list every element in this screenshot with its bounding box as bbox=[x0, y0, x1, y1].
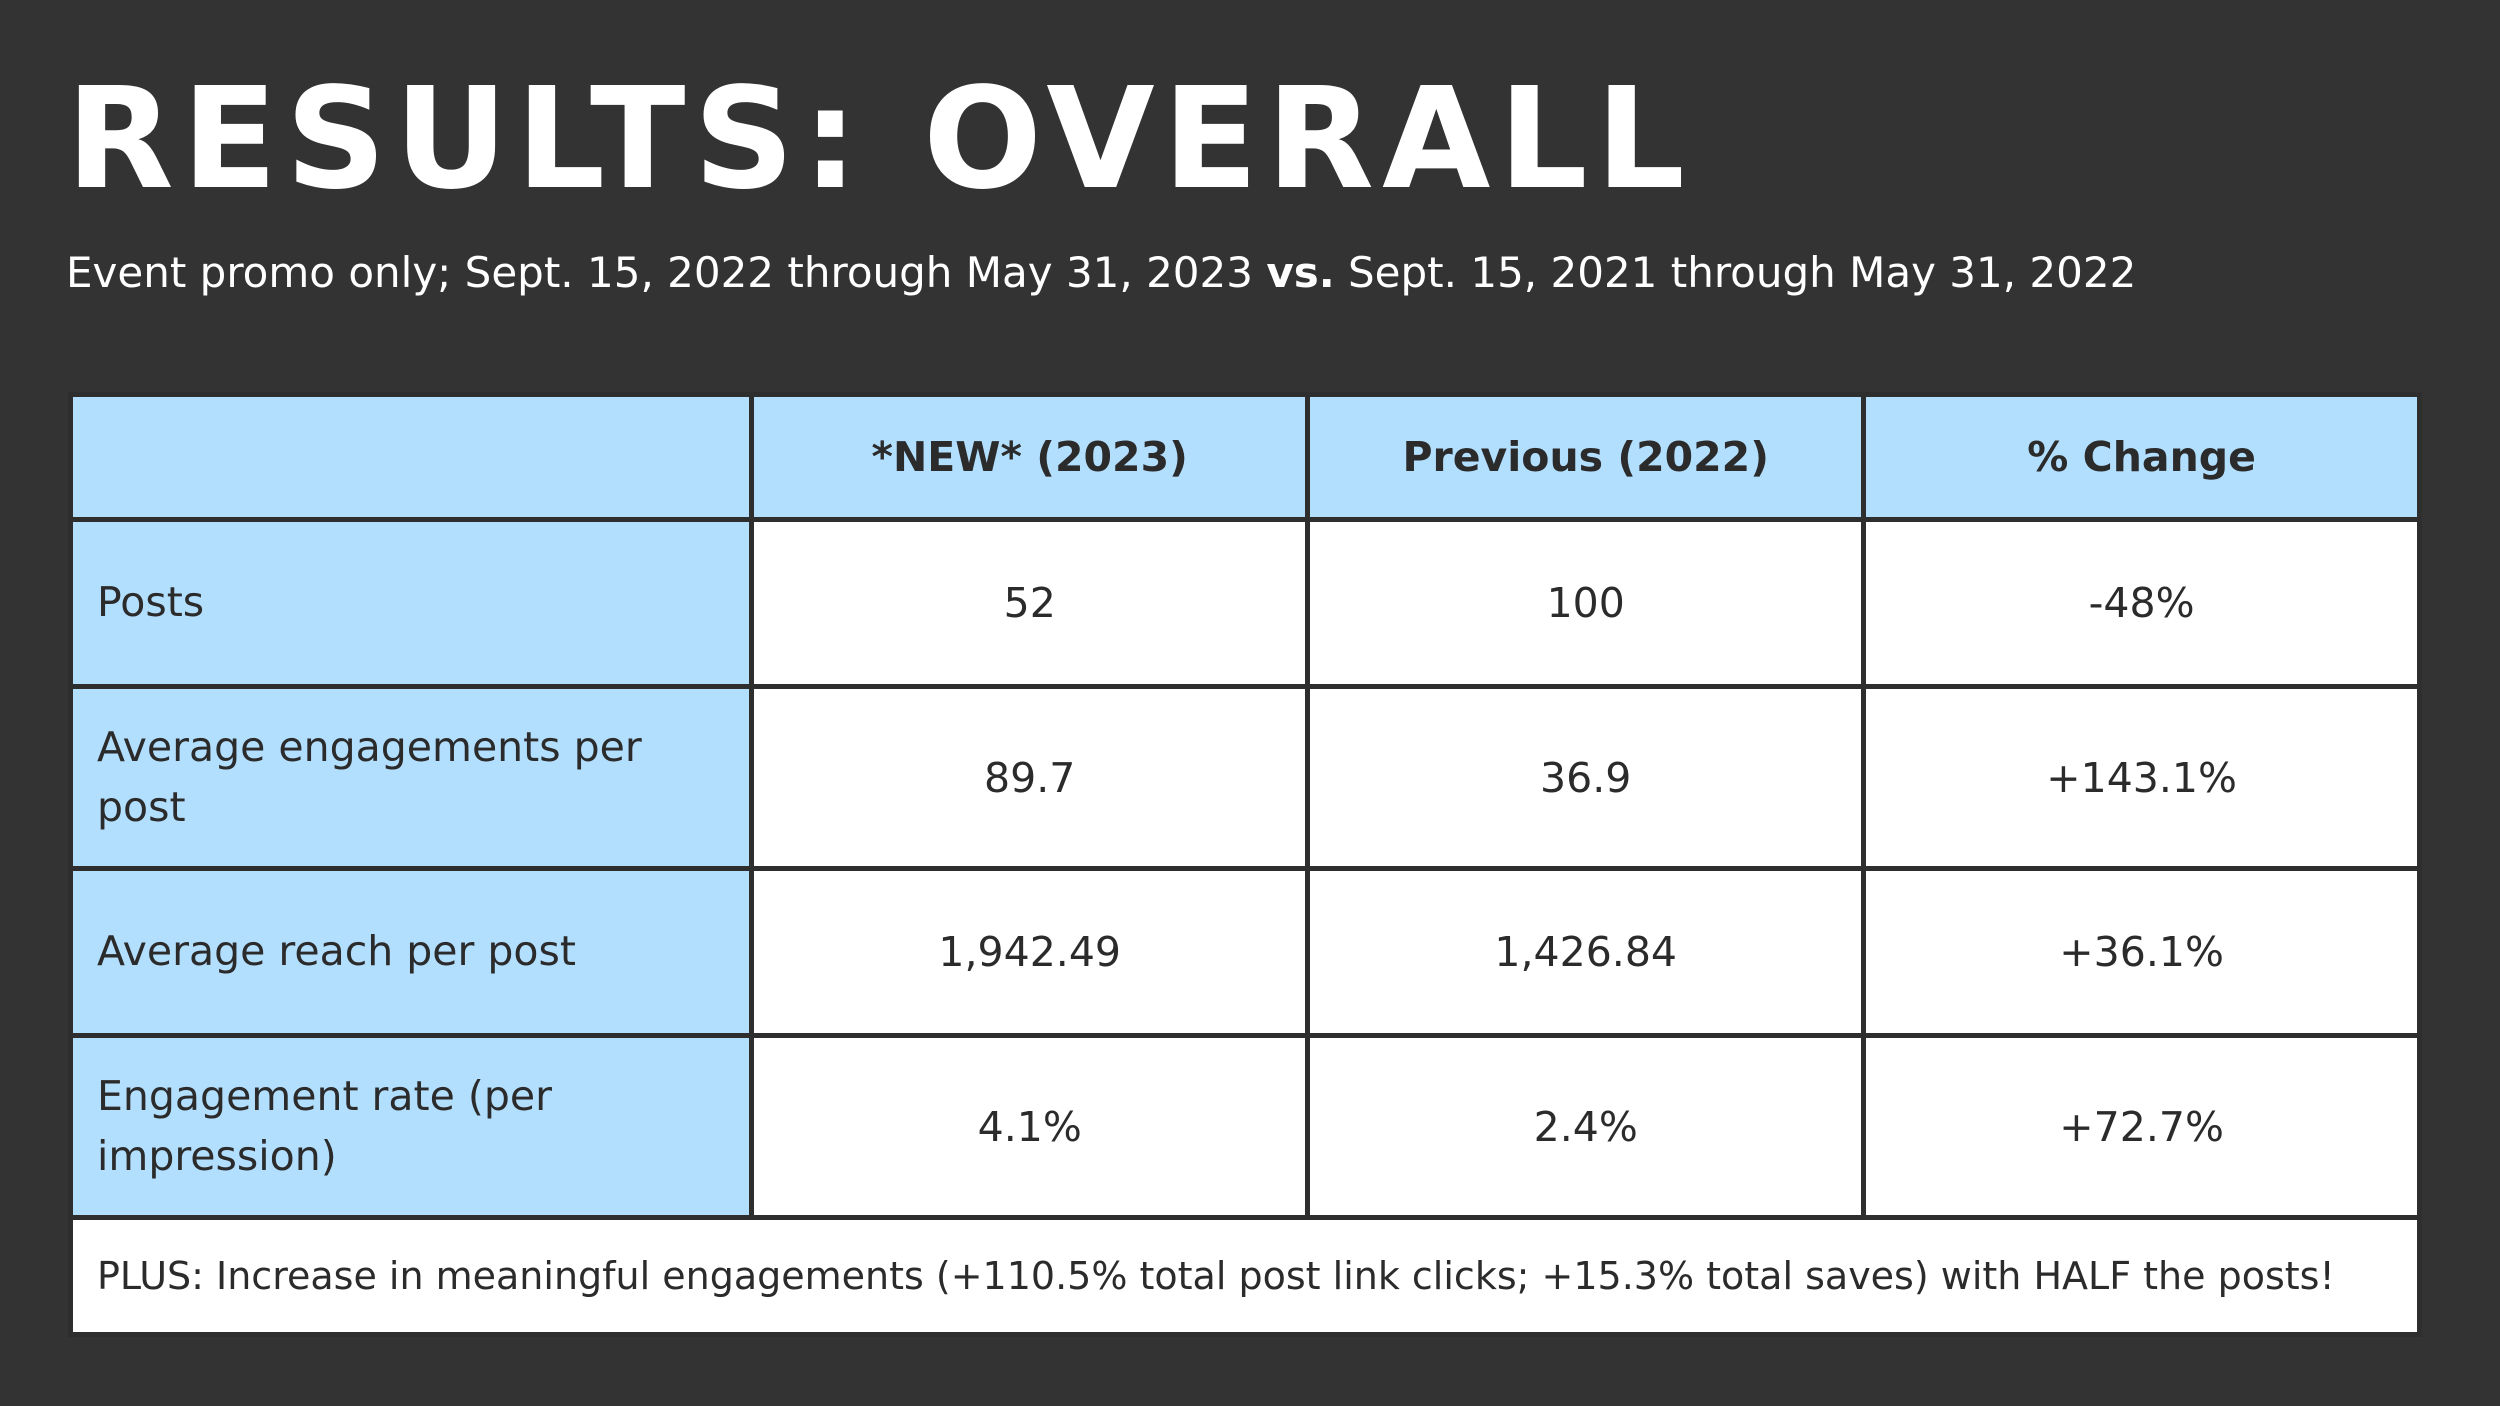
table-note-row: PLUS: Increase in meaningful engagements… bbox=[68, 1215, 2422, 1337]
cell-change: +72.7% bbox=[1861, 1033, 2422, 1220]
table-header-row: *NEW* (2023) Previous (2022) % Change bbox=[67, 392, 2422, 522]
table-row: Average engagements per post 89.7 36.9 +… bbox=[67, 684, 2422, 871]
table-row: Posts 52 100 -48% bbox=[67, 517, 2422, 689]
subtitle-vs: vs. bbox=[1266, 248, 1335, 297]
header-empty bbox=[67, 392, 755, 522]
row-label: Average reach per post bbox=[67, 866, 755, 1038]
cell-previous: 2.4% bbox=[1305, 1033, 1867, 1220]
cell-new: 89.7 bbox=[749, 684, 1311, 871]
cell-new: 1,942.49 bbox=[749, 866, 1311, 1038]
cell-previous: 36.9 bbox=[1305, 684, 1867, 871]
subtitle-period: Event promo only; Sept. 15, 2022 through… bbox=[66, 248, 1267, 297]
cell-previous: 100 bbox=[1305, 517, 1867, 689]
header-new: *NEW* (2023) bbox=[749, 392, 1311, 522]
table-note: PLUS: Increase in meaningful engagements… bbox=[68, 1215, 2422, 1337]
cell-change: -48% bbox=[1861, 517, 2422, 689]
cell-previous: 1,426.84 bbox=[1305, 866, 1867, 1038]
cell-change: +36.1% bbox=[1861, 866, 2422, 1038]
header-previous: Previous (2022) bbox=[1305, 392, 1867, 522]
cell-change: +143.1% bbox=[1861, 684, 2422, 871]
table-row: Average reach per post 1,942.49 1,426.84… bbox=[67, 866, 2422, 1038]
cell-new: 4.1% bbox=[749, 1033, 1311, 1220]
subtitle: Event promo only; Sept. 15, 2022 through… bbox=[66, 248, 2136, 298]
cell-new: 52 bbox=[749, 517, 1311, 689]
page-title: RESULTS: OVERALL bbox=[66, 58, 1693, 221]
subtitle-comparison-period: Sept. 15, 2021 through May 31, 2022 bbox=[1334, 248, 2137, 297]
results-table: *NEW* (2023) Previous (2022) % Change Po… bbox=[67, 392, 2422, 1337]
table-row: Engagement rate (per impression) 4.1% 2.… bbox=[67, 1033, 2422, 1220]
row-label: Engagement rate (per impression) bbox=[67, 1033, 755, 1220]
header-change: % Change bbox=[1861, 392, 2422, 522]
row-label: Posts bbox=[67, 517, 755, 689]
row-label: Average engagements per post bbox=[67, 684, 755, 871]
